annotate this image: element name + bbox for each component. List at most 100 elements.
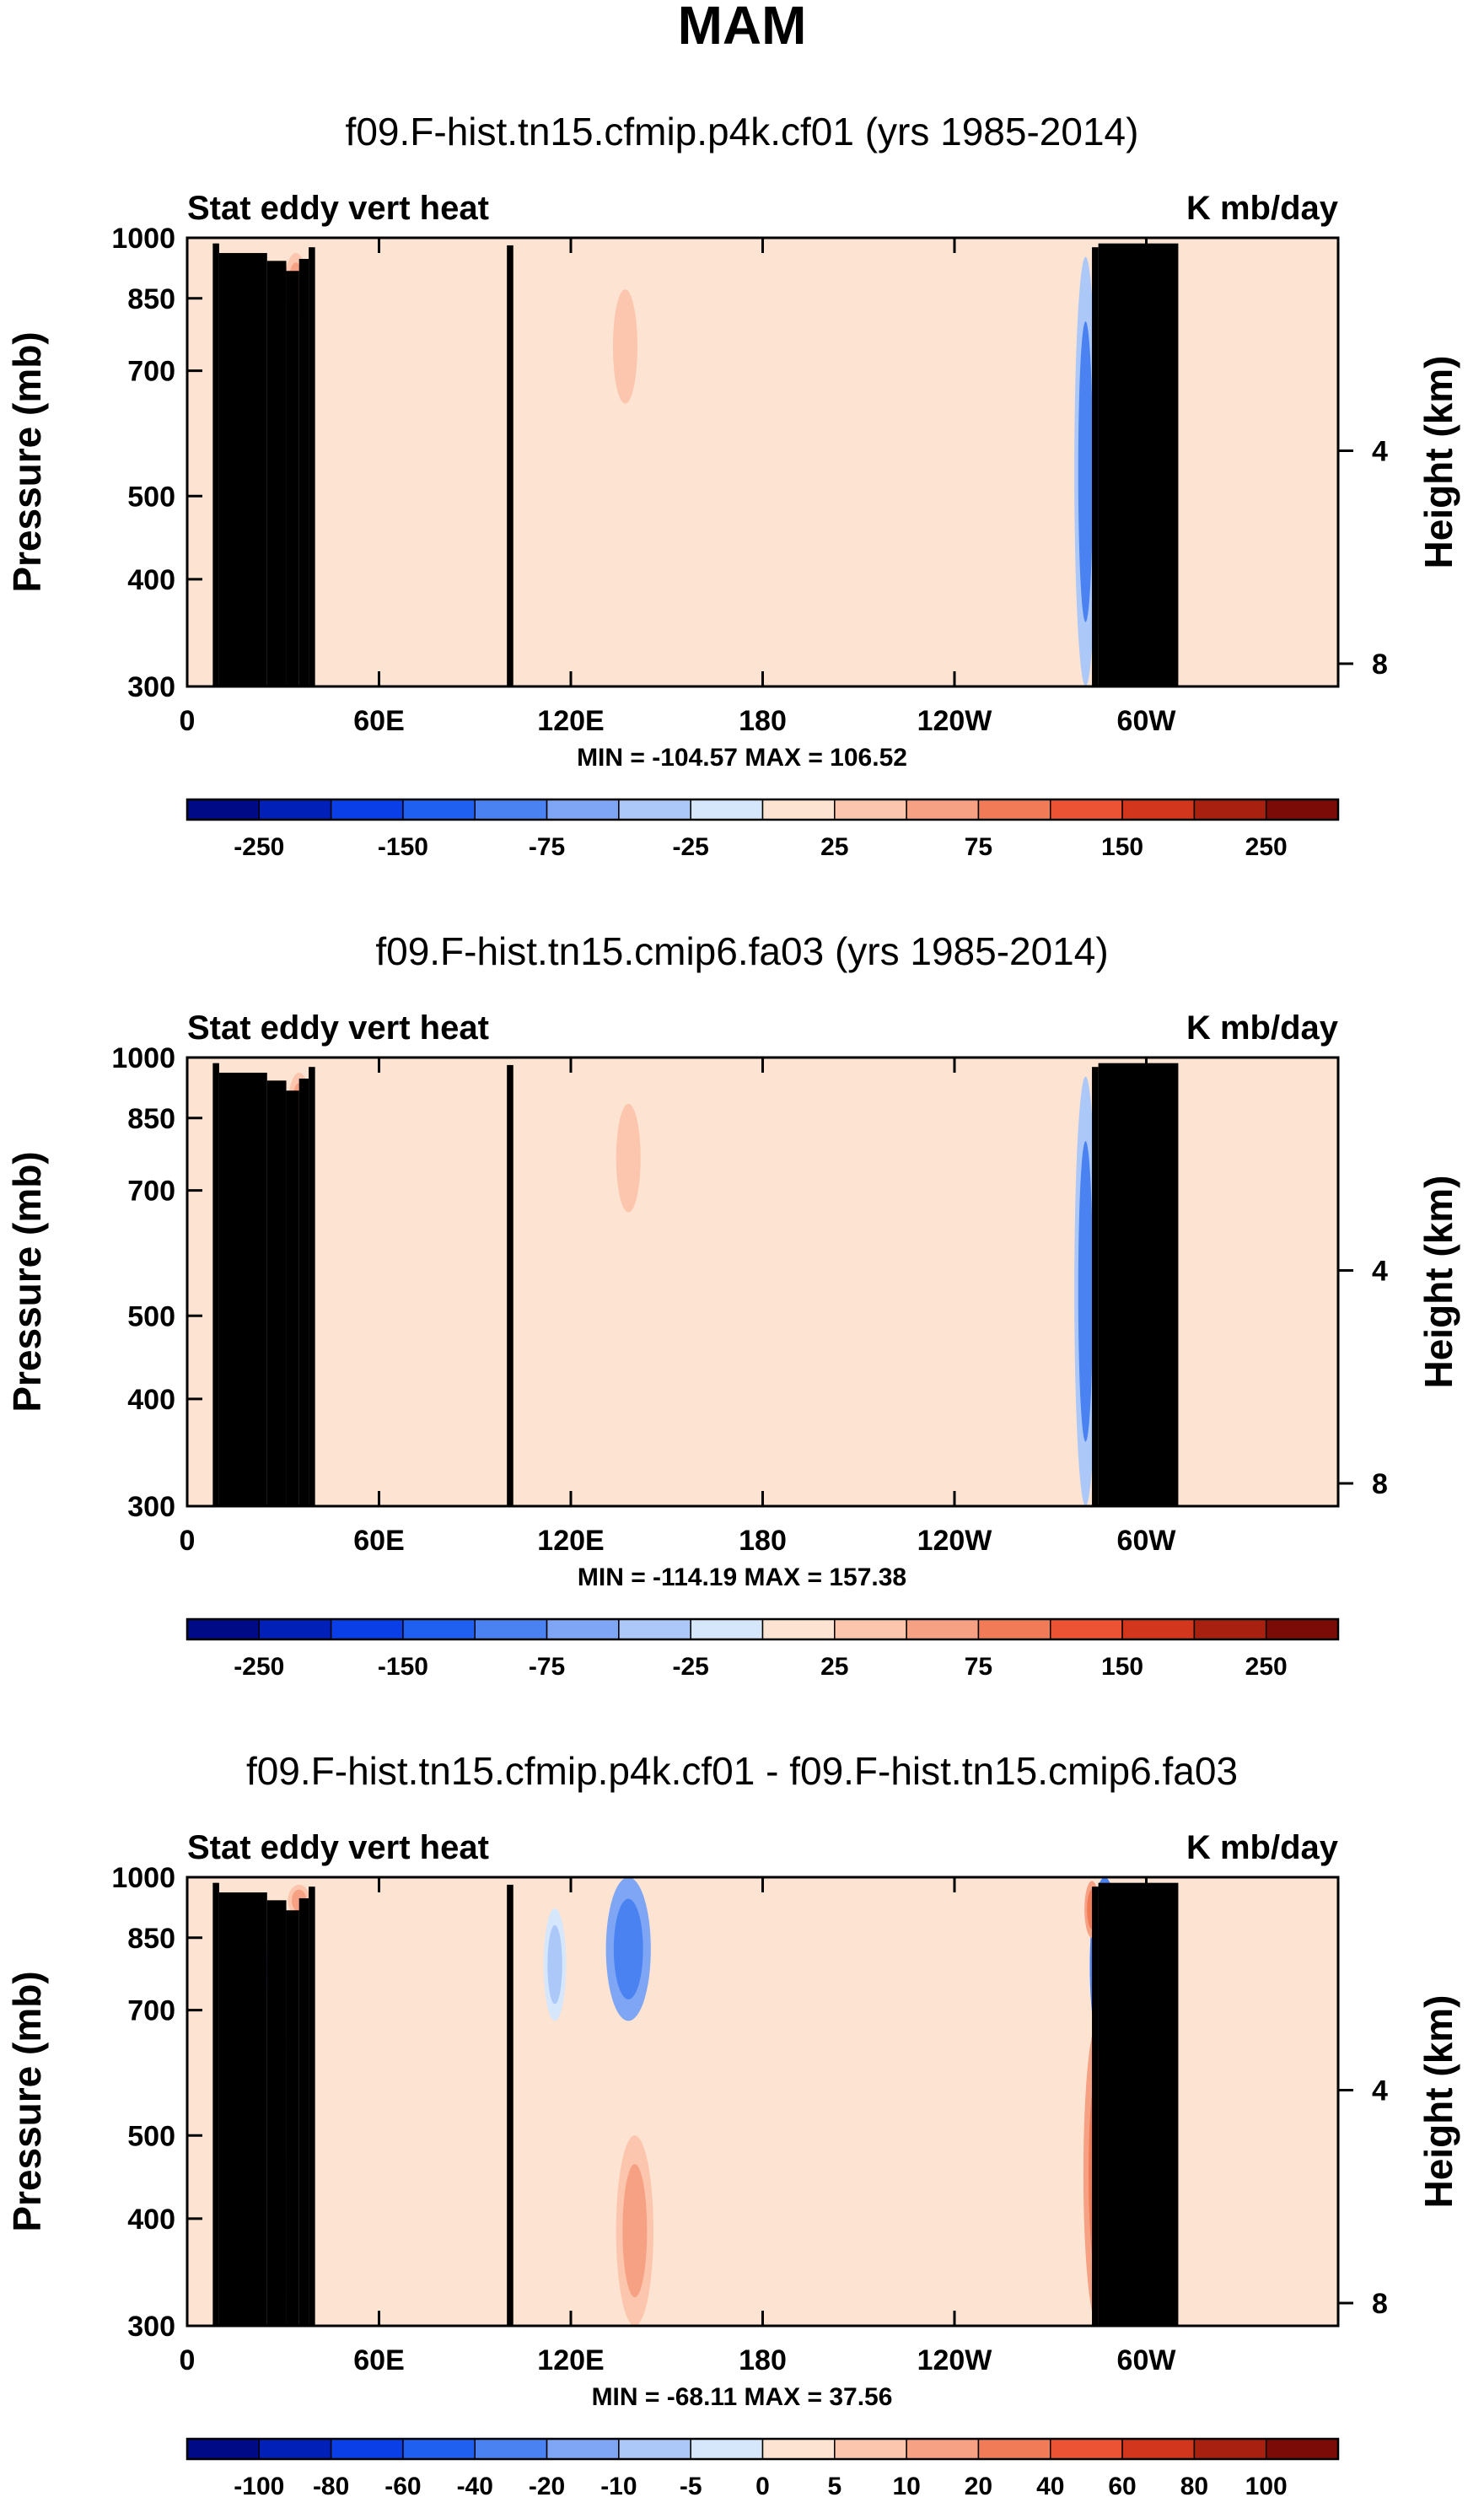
colorbar-swatch bbox=[330, 2438, 404, 2460]
x-tick-label: 180 bbox=[739, 2344, 787, 2376]
min-max-stats: MIN = -114.19 MAX = 157.38 bbox=[578, 1563, 906, 1591]
colorbar-label: 10 bbox=[892, 2473, 920, 2500]
colorbar-swatch bbox=[1121, 1618, 1196, 1640]
terrain-block bbox=[1108, 1063, 1179, 1506]
colorbar-swatch bbox=[906, 799, 980, 821]
colorbar-label: -150 bbox=[378, 833, 428, 861]
panel-units-label: K mb/day bbox=[1186, 1009, 1339, 1047]
colorbar-label: -250 bbox=[234, 1653, 284, 1681]
height-tick-label: 4 bbox=[1372, 1255, 1388, 1287]
terrain-block bbox=[1092, 247, 1099, 686]
y-tick-label: 400 bbox=[127, 1384, 175, 1416]
terrain-block bbox=[1108, 1882, 1179, 2326]
panel-left-label: Stat eddy vert heat bbox=[187, 190, 489, 227]
min-max-stats: MIN = -68.11 MAX = 37.56 bbox=[592, 2383, 893, 2411]
terrain-block bbox=[298, 258, 309, 686]
colorbar-label: -250 bbox=[234, 833, 284, 861]
x-tick-label: 0 bbox=[180, 2344, 196, 2376]
colorbar-label: 75 bbox=[965, 1653, 992, 1681]
contour-feature bbox=[1078, 321, 1094, 622]
x-tick-label: 180 bbox=[739, 1525, 787, 1557]
y-axis-label: Pressure (mb) bbox=[5, 331, 49, 592]
y-axis-label-right: Height (km) bbox=[1417, 356, 1460, 569]
plot-area bbox=[187, 1058, 1338, 1506]
colorbar-label: 20 bbox=[965, 2473, 992, 2500]
colorbar-swatch bbox=[1050, 799, 1123, 821]
y-axis-label: Pressure (mb) bbox=[5, 1151, 49, 1412]
x-tick-label: 0 bbox=[180, 705, 196, 737]
panel-title: f09.F-hist.tn15.cfmip.p4k.cf01 - f09.F-h… bbox=[246, 1749, 1238, 1793]
y-tick-label: 850 bbox=[127, 1103, 175, 1135]
colorbar-frame bbox=[186, 798, 1340, 821]
colorbar-frame bbox=[186, 2437, 1340, 2461]
colorbar-label: -20 bbox=[529, 2473, 565, 2500]
colorbar-swatch bbox=[618, 2438, 691, 2460]
y-tick-label: 300 bbox=[127, 2311, 175, 2343]
y-tick-label: 400 bbox=[127, 564, 175, 596]
terrain-block bbox=[1092, 1886, 1099, 2326]
colorbar-swatch bbox=[1121, 799, 1196, 821]
x-tick-label: 60E bbox=[353, 2344, 405, 2376]
colorbar-swatch bbox=[474, 2438, 548, 2460]
colorbar-swatch bbox=[402, 799, 476, 821]
y-tick-label: 1000 bbox=[111, 223, 175, 255]
terrain-block bbox=[266, 1080, 287, 1506]
colorbar-label: 80 bbox=[1180, 2473, 1208, 2500]
colorbar-swatch bbox=[402, 1618, 476, 1640]
colorbar-label: 150 bbox=[1101, 833, 1143, 861]
height-tick-label: 8 bbox=[1372, 649, 1388, 681]
contour-feature bbox=[1078, 1141, 1094, 1442]
x-tick-label: 120E bbox=[537, 705, 604, 737]
terrain-block bbox=[266, 261, 287, 686]
terrain-block bbox=[212, 1063, 219, 1506]
colorbar-label: -5 bbox=[680, 2473, 702, 2500]
colorbar-swatch bbox=[330, 1618, 404, 1640]
contour-feature bbox=[616, 1103, 641, 1213]
height-tick-label: 4 bbox=[1372, 435, 1388, 467]
panel-2: f09.F-hist.tn15.cmip6.fa03 (yrs 1985-201… bbox=[5, 929, 1460, 1681]
terrain-block bbox=[212, 243, 219, 686]
colorbar-label: 250 bbox=[1245, 833, 1288, 861]
colorbar-swatch bbox=[977, 799, 1051, 821]
colorbar-label: -75 bbox=[529, 1653, 565, 1681]
colorbar-swatch bbox=[977, 1618, 1051, 1640]
colorbar-label: 5 bbox=[827, 2473, 841, 2500]
colorbar-swatch bbox=[258, 799, 332, 821]
colorbar-swatch bbox=[474, 799, 548, 821]
colorbar-label: -100 bbox=[234, 2473, 284, 2500]
y-tick-label: 500 bbox=[127, 481, 175, 513]
y-tick-label: 400 bbox=[127, 2204, 175, 2236]
y-tick-label: 1000 bbox=[111, 1042, 175, 1074]
colorbar-swatch bbox=[690, 1618, 764, 1640]
colorbar-swatch bbox=[258, 1618, 332, 1640]
x-tick-label: 120W bbox=[917, 2344, 993, 2376]
contour-feature bbox=[612, 289, 637, 404]
colorbar-swatch bbox=[474, 1618, 548, 1640]
panel-title: f09.F-hist.tn15.cfmip.p4k.cf01 (yrs 1985… bbox=[346, 110, 1139, 153]
y-tick-label: 850 bbox=[127, 1923, 175, 1955]
terrain-block bbox=[286, 1090, 299, 1506]
x-tick-label: 120E bbox=[537, 1525, 604, 1557]
colorbar-label: 25 bbox=[820, 1653, 848, 1681]
colorbar-swatch bbox=[1121, 2438, 1196, 2460]
terrain-block bbox=[309, 1886, 315, 2326]
y-axis-label-right: Height (km) bbox=[1417, 1176, 1460, 1389]
colorbar-label: 75 bbox=[965, 833, 992, 861]
colorbar-label: -25 bbox=[673, 833, 709, 861]
colorbar-swatch bbox=[618, 1618, 691, 1640]
terrain-block bbox=[507, 245, 513, 686]
x-tick-label: 180 bbox=[739, 705, 787, 737]
terrain-block bbox=[218, 1892, 267, 2326]
colorbar-swatch bbox=[690, 799, 764, 821]
y-tick-label: 300 bbox=[127, 671, 175, 703]
colorbar-label: -60 bbox=[384, 2473, 421, 2500]
colorbar-label: 100 bbox=[1245, 2473, 1288, 2500]
colorbar-swatch bbox=[977, 2438, 1051, 2460]
colorbar-swatch bbox=[761, 1618, 836, 1640]
terrain-block bbox=[286, 271, 299, 686]
terrain-block bbox=[1108, 243, 1179, 686]
colorbar-swatch bbox=[546, 799, 620, 821]
colorbar-label: -150 bbox=[378, 1653, 428, 1681]
terrain-block bbox=[507, 1064, 513, 1506]
x-tick-label: 120W bbox=[917, 1525, 993, 1557]
